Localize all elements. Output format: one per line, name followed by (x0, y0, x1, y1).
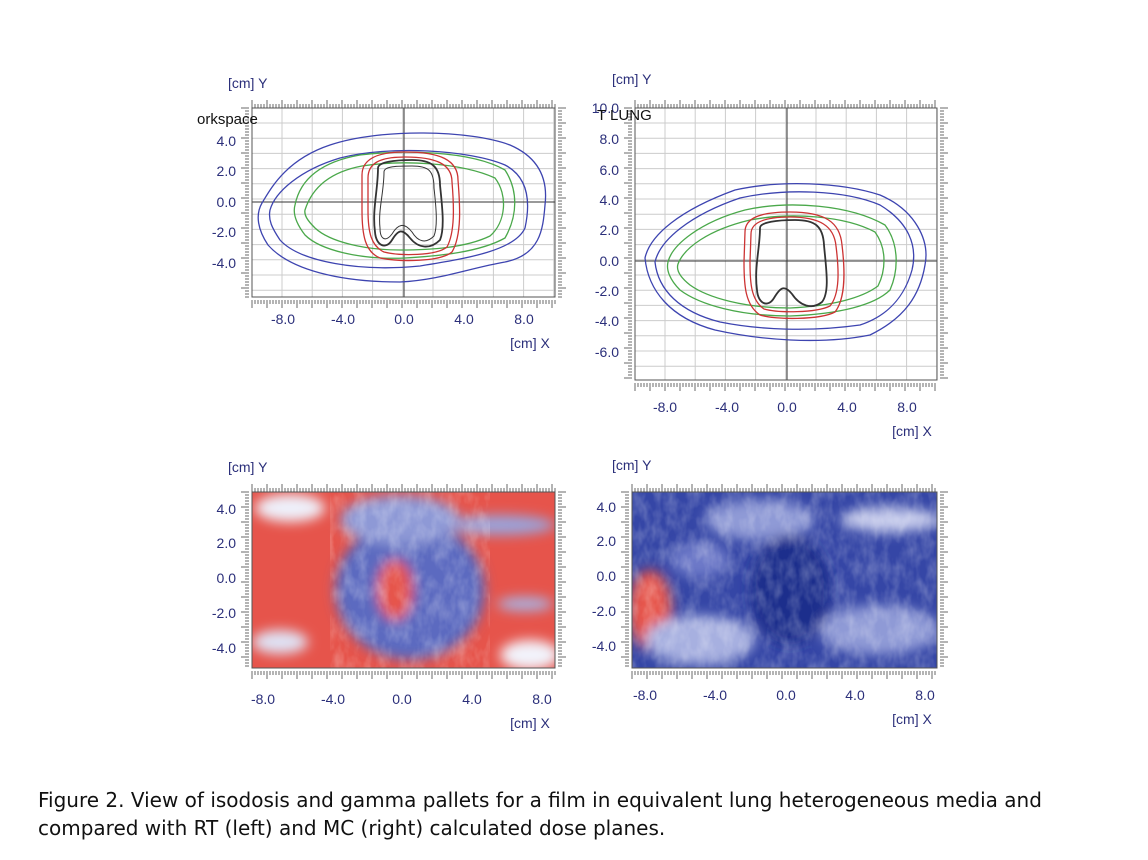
x-tick-label: -4.0 (703, 687, 727, 703)
y-tick-label: -4.0 (595, 313, 619, 329)
y-tick-label: 10.0 (592, 100, 619, 116)
x-tick-label: -4.0 (331, 311, 355, 327)
y-axis-label: [cm] Y (612, 457, 652, 473)
y-tick-label: 4.0 (600, 192, 620, 208)
x-axis-label: [cm] X (510, 335, 550, 351)
y-tick-label: -4.0 (212, 255, 236, 271)
y-tick-label: 8.0 (600, 131, 620, 147)
x-axis-label: [cm] X (510, 715, 550, 731)
x-tick-label: 8.0 (532, 691, 552, 707)
x-tick-label: 4.0 (837, 399, 857, 415)
plot-frame (251, 107, 556, 298)
plot-frame (631, 491, 938, 669)
x-tick-label: 4.0 (845, 687, 865, 703)
panel-overlay-label: T LUNG (597, 107, 652, 124)
x-tick-label: -4.0 (321, 691, 345, 707)
x-tick-label: -8.0 (251, 691, 275, 707)
y-tick-label: -2.0 (592, 603, 616, 619)
figure: 4.0 2.0 0.0 -2.0 -4.0 -8.0 -4.0 0.0 4.0 8.0 [cm] Y… (197, 71, 948, 731)
y-tick-label: 0.0 (217, 570, 237, 586)
gamma-map (632, 492, 937, 668)
x-axis-label: [cm] X (892, 423, 932, 439)
y-tick-label: 4.0 (217, 501, 237, 517)
x-tick-label: 8.0 (897, 399, 917, 415)
x-tick-label: -4.0 (715, 399, 739, 415)
caption-line: compared with RT (left) and MC (right) c… (38, 816, 666, 840)
y-axis-label: [cm] Y (228, 459, 268, 475)
x-tick-label: 8.0 (514, 311, 534, 327)
gamma-map (252, 492, 555, 668)
x-tick-label: 4.0 (462, 691, 482, 707)
x-tick-label: -8.0 (633, 687, 657, 703)
y-tick-label: 0.0 (217, 194, 237, 210)
x-tick-label: 0.0 (392, 691, 412, 707)
x-tick-label: -8.0 (653, 399, 677, 415)
y-tick-label: 6.0 (600, 162, 620, 178)
y-tick-label: 2.0 (217, 163, 237, 179)
x-tick-label: 8.0 (915, 687, 935, 703)
y-tick-label: -2.0 (212, 224, 236, 240)
y-axis-label: [cm] Y (228, 75, 268, 91)
y-tick-label: 4.0 (597, 499, 617, 515)
panel-overlay-label: orkspace (197, 111, 258, 128)
y-tick-label: -2.0 (595, 283, 619, 299)
y-axis-label: [cm] Y (612, 71, 652, 87)
x-tick-label: 0.0 (776, 687, 796, 703)
x-tick-label: -8.0 (271, 311, 295, 327)
y-tick-label: -2.0 (212, 605, 236, 621)
y-tick-label: 2.0 (217, 535, 237, 551)
isodose-contours (257, 132, 547, 283)
x-tick-label: 0.0 (394, 311, 414, 327)
y-tick-label: 2.0 (600, 222, 620, 238)
y-tick-label: 4.0 (217, 133, 237, 149)
y-tick-label: 0.0 (600, 253, 620, 269)
isodose-contours (644, 183, 927, 342)
caption-line: Figure 2. View of isodosis and gamma pal… (38, 788, 1042, 812)
x-axis-label: [cm] X (892, 711, 932, 727)
plot-frame (251, 491, 556, 669)
y-tick-label: -4.0 (212, 640, 236, 656)
y-tick-label: 0.0 (597, 568, 617, 584)
plot-frame (634, 107, 938, 381)
y-tick-label: 2.0 (597, 533, 617, 549)
y-tick-label: -4.0 (592, 638, 616, 654)
y-tick-label: -6.0 (595, 344, 619, 360)
x-tick-label: 4.0 (454, 311, 474, 327)
x-tick-label: 0.0 (777, 399, 797, 415)
